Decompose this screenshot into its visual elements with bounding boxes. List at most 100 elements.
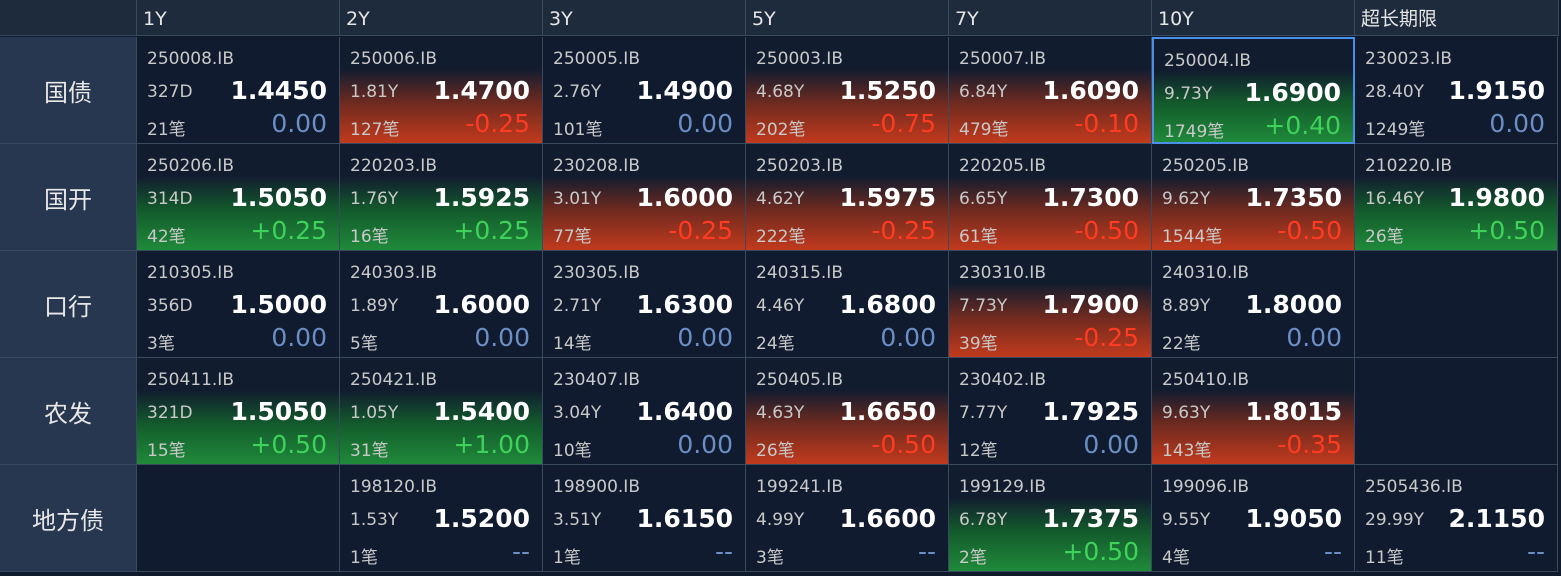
- quote-cell[interactable]: 250203.IB 4.62Y 1.5975 222笔 -0.25: [746, 144, 949, 251]
- trade-count: 10笔: [553, 441, 592, 461]
- quote-cell[interactable]: 230310.IB 7.73Y 1.7900 39笔 -0.25: [949, 251, 1152, 358]
- yield-change: +1.00: [453, 430, 530, 459]
- bond-code: 250421.IB: [350, 370, 437, 390]
- row-label: 口行: [0, 251, 137, 358]
- bond-code: 250005.IB: [553, 49, 640, 69]
- quote-cell[interactable]: 240310.IB 8.89Y 1.8000 22笔 0.00: [1152, 251, 1355, 358]
- bond-yield: 1.6900: [1244, 78, 1341, 107]
- bond-yield: 1.5250: [839, 76, 936, 105]
- column-header: 5Y: [746, 0, 949, 36]
- bond-term: 9.62Y: [1162, 189, 1211, 209]
- yield-change: -0.25: [871, 216, 936, 245]
- yield-change: +0.50: [1062, 537, 1139, 566]
- quote-cell[interactable]: 230305.IB 2.71Y 1.6300 14笔 0.00: [543, 251, 746, 358]
- quote-cell[interactable]: 250008.IB 327D 1.4450 21笔 0.00: [137, 37, 340, 144]
- trade-count: 1749笔: [1164, 122, 1225, 142]
- yield-change: -0.25: [668, 216, 733, 245]
- trade-count: 3笔: [756, 548, 784, 568]
- bond-code: 250410.IB: [1162, 370, 1249, 390]
- yield-change: 0.00: [677, 109, 733, 138]
- bond-code: 230310.IB: [959, 263, 1046, 283]
- quote-cell[interactable]: 198900.IB 3.51Y 1.6150 1笔 --: [543, 465, 746, 572]
- quote-cell[interactable]: 230208.IB 3.01Y 1.6000 77笔 -0.25: [543, 144, 746, 251]
- bond-code: 210305.IB: [147, 263, 234, 283]
- bond-code: 230208.IB: [553, 156, 640, 176]
- quote-cell[interactable]: 230402.IB 7.77Y 1.7925 12笔 0.00: [949, 358, 1152, 465]
- bond-term: 4.99Y: [756, 510, 805, 530]
- row-label: 国债: [0, 37, 137, 144]
- trade-count: 42笔: [147, 227, 186, 247]
- quote-cell[interactable]: 210305.IB 356D 1.5000 3笔 0.00: [137, 251, 340, 358]
- quote-cell[interactable]: 250004.IB 9.73Y 1.6900 1749笔 +0.40: [1152, 37, 1355, 144]
- bond-yield: 1.6400: [636, 397, 733, 426]
- quote-cell[interactable]: 2505436.IB 29.99Y 2.1150 11笔 --: [1355, 465, 1558, 572]
- trade-count: 31笔: [350, 441, 389, 461]
- yield-change: --: [1526, 537, 1545, 566]
- trade-count: 1544笔: [1162, 227, 1223, 247]
- quote-cell[interactable]: 220205.IB 6.65Y 1.7300 61笔 -0.50: [949, 144, 1152, 251]
- yield-change: -0.10: [1074, 109, 1139, 138]
- bond-yield: 1.9800: [1448, 183, 1545, 212]
- quote-cell[interactable]: 250405.IB 4.63Y 1.6650 26笔 -0.50: [746, 358, 949, 465]
- trade-count: 5笔: [350, 334, 378, 354]
- quote-cell[interactable]: 199241.IB 4.99Y 1.6600 3笔 --: [746, 465, 949, 572]
- bond-code: 230407.IB: [553, 370, 640, 390]
- quote-cell[interactable]: 250003.IB 4.68Y 1.5250 202笔 -0.75: [746, 37, 949, 144]
- yield-change: 0.00: [271, 323, 327, 352]
- quote-cell[interactable]: 250006.IB 1.81Y 1.4700 127笔 -0.25: [340, 37, 543, 144]
- bond-code: 250206.IB: [147, 156, 234, 176]
- yield-change: -0.25: [1074, 323, 1139, 352]
- quote-cell[interactable]: 220203.IB 1.76Y 1.5925 16笔 +0.25: [340, 144, 543, 251]
- quote-cell[interactable]: 250206.IB 314D 1.5050 42笔 +0.25: [137, 144, 340, 251]
- bond-yield: 1.5000: [230, 290, 327, 319]
- bond-yield: 1.8000: [1245, 290, 1342, 319]
- trade-count: 479笔: [959, 120, 1009, 140]
- yield-change: 0.00: [677, 430, 733, 459]
- quote-cell[interactable]: 250410.IB 9.63Y 1.8015 143笔 -0.35: [1152, 358, 1355, 465]
- quote-cell: [1355, 358, 1558, 465]
- bond-yield: 1.5200: [433, 504, 530, 533]
- bond-term: 6.78Y: [959, 510, 1008, 530]
- bond-term: 4.68Y: [756, 82, 805, 102]
- trade-count: 61笔: [959, 227, 998, 247]
- row-label: 国开: [0, 144, 137, 251]
- quote-cell[interactable]: 230407.IB 3.04Y 1.6400 10笔 0.00: [543, 358, 746, 465]
- bond-code: 250006.IB: [350, 49, 437, 69]
- quote-cell[interactable]: 250411.IB 321D 1.5050 15笔 +0.50: [137, 358, 340, 465]
- bond-code: 210220.IB: [1365, 156, 1452, 176]
- quote-cell[interactable]: 199096.IB 9.55Y 1.9050 4笔 --: [1152, 465, 1355, 572]
- bond-yield: 1.4700: [433, 76, 530, 105]
- bond-yield: 1.5925: [433, 183, 530, 212]
- bond-term: 3.51Y: [553, 510, 602, 530]
- quote-cell[interactable]: 230023.IB 28.40Y 1.9150 1249笔 0.00: [1355, 37, 1558, 144]
- quote-cell[interactable]: 210220.IB 16.46Y 1.9800 26笔 +0.50: [1355, 144, 1558, 251]
- yield-change: --: [917, 537, 936, 566]
- trade-count: 202笔: [756, 120, 806, 140]
- bond-yield: 1.6800: [839, 290, 936, 319]
- trade-count: 222笔: [756, 227, 806, 247]
- quote-cell[interactable]: 199129.IB 6.78Y 1.7375 2笔 +0.50: [949, 465, 1152, 572]
- quote-cell: [137, 465, 340, 572]
- column-header: 1Y: [137, 0, 340, 36]
- bond-yield: 1.6090: [1042, 76, 1139, 105]
- quote-cell[interactable]: 250205.IB 9.62Y 1.7350 1544笔 -0.50: [1152, 144, 1355, 251]
- bond-code: 250205.IB: [1162, 156, 1249, 176]
- bond-term: 16.46Y: [1365, 189, 1425, 209]
- quote-cell[interactable]: 240315.IB 4.46Y 1.6800 24笔 0.00: [746, 251, 949, 358]
- quote-cell[interactable]: 250007.IB 6.84Y 1.6090 479笔 -0.10: [949, 37, 1152, 144]
- quote-cell[interactable]: 240303.IB 1.89Y 1.6000 5笔 0.00: [340, 251, 543, 358]
- trade-count: 14笔: [553, 334, 592, 354]
- yield-change: 0.00: [271, 109, 327, 138]
- trade-count: 4笔: [1162, 548, 1190, 568]
- quote-cell[interactable]: 198120.IB 1.53Y 1.5200 1笔 --: [340, 465, 543, 572]
- bond-yield: 1.7300: [1042, 183, 1139, 212]
- yield-change: --: [714, 537, 733, 566]
- bond-yield: 1.9050: [1245, 504, 1342, 533]
- bond-yield: 1.9150: [1448, 76, 1545, 105]
- bond-yield: 1.6000: [433, 290, 530, 319]
- yield-change: -0.75: [871, 109, 936, 138]
- quote-cell[interactable]: 250005.IB 2.76Y 1.4900 101笔 0.00: [543, 37, 746, 144]
- yield-change: 0.00: [880, 323, 936, 352]
- quote-cell[interactable]: 250421.IB 1.05Y 1.5400 31笔 +1.00: [340, 358, 543, 465]
- trade-count: 3笔: [147, 334, 175, 354]
